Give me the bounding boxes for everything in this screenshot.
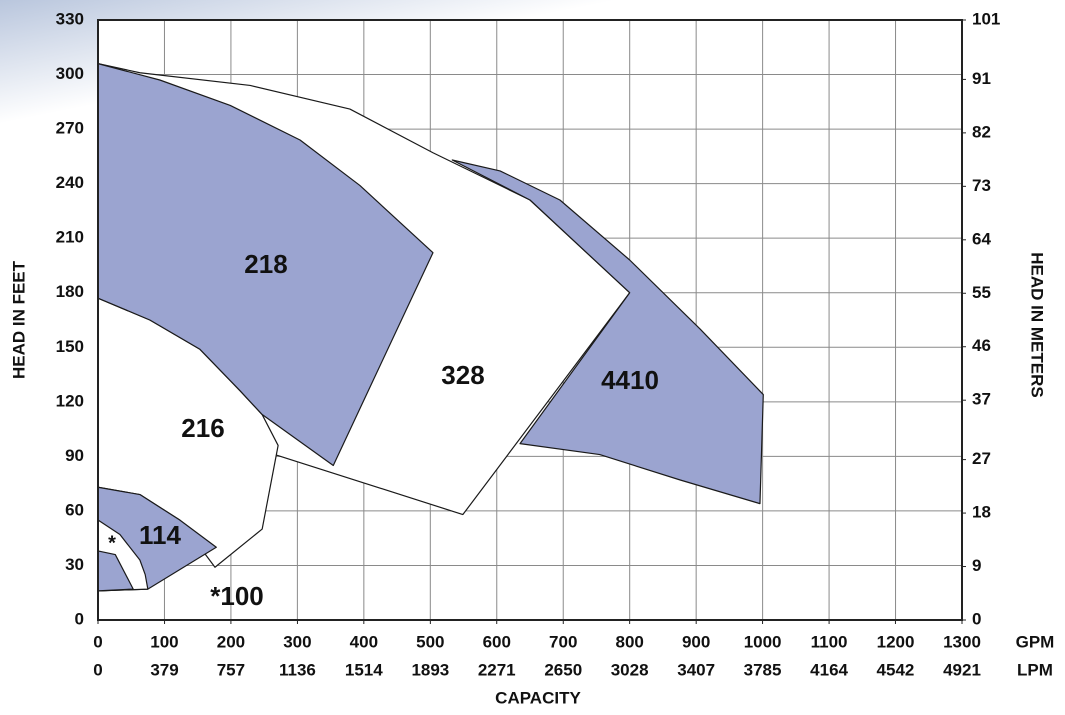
x2-tick-label: 2271	[478, 660, 516, 679]
y2-tick-label: 46	[972, 336, 991, 355]
x2-tick-label: 0	[93, 660, 102, 679]
x-tick-label: 600	[483, 632, 511, 651]
x2-tick-label: 1136	[279, 660, 316, 679]
region-label: 216	[181, 413, 224, 443]
y-tick-label: 300	[56, 64, 84, 83]
x-tick-label: 700	[549, 632, 577, 651]
y-tick-label: 180	[56, 282, 84, 301]
x-tick-label: 100	[150, 632, 178, 651]
y-tick-label: 270	[56, 119, 84, 138]
y2-tick-label: 0	[972, 609, 981, 628]
y2-tick-label: 64	[972, 229, 991, 248]
x2-tick-label: 1893	[411, 660, 449, 679]
x-tick-label: 1100	[811, 632, 848, 651]
y-tick-label: 30	[65, 555, 84, 574]
plot-frame	[97, 19, 963, 621]
x-axis-label: CAPACITY	[495, 688, 581, 707]
y-tick-label: 150	[56, 337, 84, 356]
x-tick-label: 500	[416, 632, 444, 651]
y-tick-label: 240	[56, 173, 84, 192]
x2-tick-label: 4164	[810, 660, 848, 679]
y-tick-label: 0	[75, 609, 84, 628]
region-label: 328	[441, 360, 484, 390]
x-tick-label: 1200	[877, 632, 915, 651]
x2-tick-label: 3028	[611, 660, 649, 679]
x-tick-label: 800	[616, 632, 644, 651]
y-tick-label: 210	[56, 228, 84, 247]
y2-tick-label: 27	[972, 449, 991, 468]
x-tick-label: 1300	[943, 632, 981, 651]
x2-tick-label: 3785	[744, 660, 782, 679]
y-axis-label: HEAD IN FEET	[9, 260, 28, 379]
x2-tick-label: 2650	[544, 660, 582, 679]
x-unit-label: GPM	[1016, 632, 1055, 651]
x2-tick-label: 3407	[677, 660, 715, 679]
x-tick-label: 200	[217, 632, 245, 651]
x2-tick-label: 4921	[943, 660, 981, 679]
regions	[97, 63, 764, 592]
y2-tick-label: 55	[972, 283, 991, 302]
x2-unit-label: LPM	[1017, 660, 1053, 679]
region-label: 114	[139, 520, 181, 550]
region	[451, 159, 764, 505]
region-label: *	[108, 532, 116, 554]
y-tick-label: 60	[65, 500, 84, 519]
y2-axis-label: HEAD IN METERS	[1028, 252, 1047, 397]
y2-tick-label: 37	[972, 390, 991, 409]
x2-tick-label: 757	[217, 660, 245, 679]
x2-tick-label: 4542	[877, 660, 915, 679]
region	[97, 63, 434, 467]
x-tick-label: 1000	[744, 632, 782, 651]
region-label: *100	[210, 581, 264, 611]
x-tick-label: 0	[93, 632, 102, 651]
y-tick-label: 90	[65, 446, 84, 465]
x2-tick-label: 379	[150, 660, 178, 679]
y2-tick-label: 73	[972, 176, 991, 195]
region-label: 4410	[601, 365, 659, 395]
y-tick-label: 330	[56, 9, 84, 28]
x-tick-label: 300	[283, 632, 311, 651]
region-label: 218	[244, 249, 287, 279]
x-tick-label: 900	[682, 632, 710, 651]
x-tick-label: 400	[350, 632, 378, 651]
y2-tick-label: 82	[972, 122, 991, 141]
x2-tick-label: 1514	[345, 660, 383, 679]
y2-tick-label: 91	[972, 69, 991, 88]
y2-tick-label: 9	[972, 556, 981, 575]
y2-tick-label: 101	[972, 9, 1000, 28]
y-tick-label: 120	[56, 391, 84, 410]
y2-tick-label: 18	[972, 503, 991, 522]
